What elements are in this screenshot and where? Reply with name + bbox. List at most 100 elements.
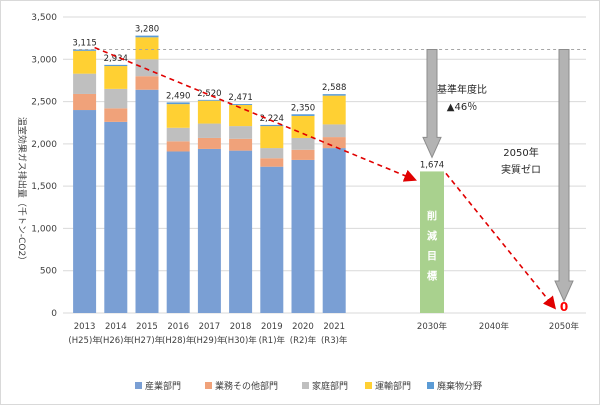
data-label: 2,588	[322, 83, 346, 93]
bar-segment	[260, 126, 284, 149]
trend-arrow	[445, 172, 557, 310]
target-bar	[420, 171, 444, 313]
x-tick-label: 2050年	[549, 321, 580, 332]
x-tick-label: 2030年	[417, 321, 448, 332]
bar-segment	[135, 59, 159, 77]
x-tick-label: (H28)年	[162, 335, 195, 346]
legend-swatch	[365, 382, 372, 389]
bar-segment	[197, 148, 221, 313]
data-labels: 3,115 2,934 3,280 2,490 2,520 2,471 2,224 2,350…	[72, 25, 444, 171]
bar-segment	[104, 88, 128, 109]
target-vertical-text: 減	[427, 229, 437, 242]
bar-segment	[229, 150, 253, 313]
data-label: 3,115	[72, 39, 96, 49]
legend-swatch	[205, 382, 212, 389]
y-tick-label: 1,000	[31, 224, 57, 234]
target-vertical-text: 目	[427, 250, 437, 262]
bar-segment	[135, 37, 159, 60]
bar-segment	[73, 50, 97, 74]
y-tick-label: 2,000	[31, 140, 57, 150]
x-tick-label: 2017	[199, 322, 221, 332]
data-label: 2,520	[197, 89, 221, 99]
annotation-2030-line1: 基準年度比	[437, 83, 487, 96]
bar-segment	[260, 158, 284, 167]
y-tick-label: 0	[51, 309, 57, 319]
bar-segment	[260, 148, 284, 159]
bar-segment	[166, 102, 190, 105]
bar-segment	[229, 104, 253, 105]
legend-swatch	[427, 382, 434, 389]
target-vertical-text: 削	[427, 209, 437, 222]
bar-segment	[260, 166, 284, 313]
x-tick-label: 2040年	[479, 321, 510, 332]
y-tick-label: 500	[40, 267, 57, 277]
legend-label: 運輸部門	[375, 380, 411, 392]
y-tick-label: 3,500	[31, 13, 57, 23]
annotation-2030-line2: ▲46％	[447, 102, 477, 113]
bar-segment	[166, 151, 190, 313]
bar-segment	[322, 148, 346, 313]
bar-segment	[104, 66, 128, 89]
bar-segment	[291, 149, 315, 160]
bar-segment	[104, 108, 128, 122]
bar-segment	[197, 99, 221, 101]
bar-segment	[322, 94, 346, 96]
legend-swatch	[302, 382, 309, 389]
bar-segment	[135, 35, 159, 38]
bar-segment	[229, 104, 253, 127]
bar-segment	[291, 137, 315, 150]
x-tick-label: 2018	[230, 322, 252, 332]
bar-segment	[291, 115, 315, 138]
data-label: 2,934	[104, 54, 128, 64]
bar-segment	[197, 137, 221, 149]
y-tick-label: 1,500	[31, 182, 57, 192]
trend-arrow	[94, 46, 417, 182]
bar-segment	[229, 126, 253, 139]
x-tick-label: (H30)年	[224, 335, 257, 346]
bar-segment	[166, 104, 190, 128]
data-label: 3,280	[135, 25, 159, 35]
bar-segment	[73, 73, 97, 94]
x-tick-label: (R1)年	[259, 335, 286, 346]
bar-segment	[197, 100, 221, 124]
data-label: 2,224	[260, 114, 284, 124]
x-tick-label: (H27)年	[131, 335, 164, 346]
y-tick-label: 3,000	[31, 55, 57, 65]
x-tick-label: 2013	[74, 322, 96, 332]
x-tick-label: (H26)年	[100, 335, 133, 346]
zero-label: 0	[560, 300, 568, 314]
legend-label: 家庭部門	[312, 380, 348, 392]
bar-segment	[166, 141, 190, 152]
legend-label: 廃棄物分野	[437, 380, 482, 392]
annotation-2050-line1: 2050年	[503, 146, 538, 159]
bar-segment	[229, 138, 253, 151]
bar-segment	[197, 123, 221, 138]
bar-segment	[73, 93, 97, 111]
x-tick-label: (H29)年	[193, 335, 226, 346]
target-vertical-text: 標	[427, 269, 437, 282]
bar-segment	[104, 64, 128, 67]
legend-swatch	[135, 382, 142, 389]
bar-segment	[73, 110, 97, 314]
bar-segment	[291, 114, 315, 116]
reduction-arrow-2030	[422, 49, 442, 159]
x-tick-label: 2019	[261, 322, 283, 332]
y-tick-label: 2,500	[31, 98, 57, 108]
data-label: 2,471	[228, 93, 252, 103]
legend-label: 業務その他部門	[215, 380, 278, 392]
bar-segment	[260, 124, 284, 127]
x-tick-label: 2014	[105, 322, 127, 332]
data-label: 2,350	[291, 103, 315, 113]
legend-label: 産業部門	[145, 380, 181, 392]
x-tick-label: 2015	[136, 322, 158, 332]
bars	[73, 35, 444, 314]
x-tick-label: 2020	[292, 322, 314, 332]
bar-segment	[291, 159, 315, 313]
bar-segment	[135, 89, 159, 313]
x-tick-label: (H25)年	[68, 335, 101, 346]
bar-segment	[166, 127, 190, 142]
